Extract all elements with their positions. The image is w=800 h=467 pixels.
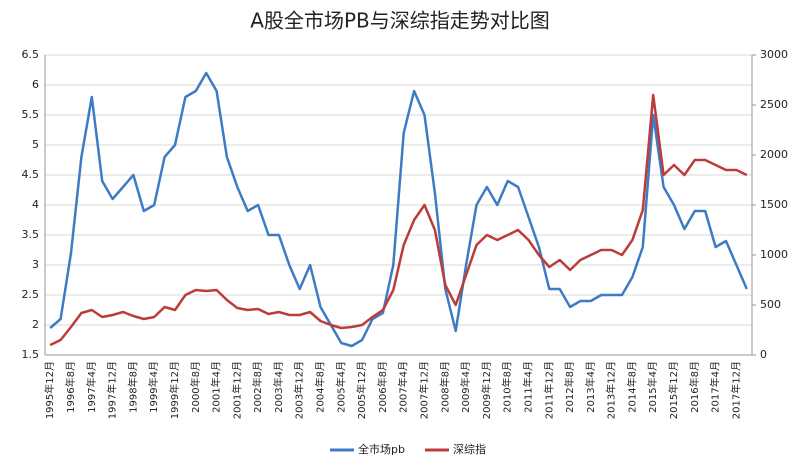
x-tick-label: 1997年4月 [85,361,98,413]
x-tick-label: 2012年8月 [563,361,576,413]
x-tick-label: 2005年4月 [334,361,347,413]
y-tick-label: 6 [32,78,39,91]
y-tick-label: 5.5 [22,108,40,121]
x-tick-label: 2009年4月 [459,361,472,413]
y-tick-label: 5 [32,138,39,151]
x-tick-label: 2013年12月 [605,361,618,419]
x-tick-label: 1997年12月 [106,361,119,419]
x-tick-label: 2011年12月 [542,361,555,419]
y2-tick-label: 2500 [760,98,788,111]
y2-tick-label: 2000 [760,148,788,161]
x-tick-label: 2001年12月 [230,361,243,419]
x-tick-label: 1998年8月 [126,361,139,413]
x-tick-label: 1995年12月 [43,361,56,419]
x-tick-label: 2003年4月 [272,361,285,413]
x-tick-label: 2004年8月 [314,361,327,413]
x-tick-label: 2016年8月 [688,361,701,413]
x-tick-label: 2002年8月 [251,361,264,413]
x-tick-label: 2010年8月 [501,361,514,413]
x-tick-label: 2003年12月 [293,361,306,419]
x-tick-label: 2015年12月 [667,361,680,419]
legend-label: 全市场pb [358,442,405,456]
x-tick-label: 2015年4月 [646,361,659,413]
y-tick-label: 3 [32,258,39,271]
x-tick-label: 2007年4月 [397,361,410,413]
y-tick-label: 2 [32,318,39,331]
y-tick-label: 4.5 [22,168,40,181]
x-tick-label: 1996年8月 [64,361,77,413]
x-tick-label: 2007年12月 [417,361,430,419]
y2-tick-label: 1000 [760,248,788,261]
x-tick-label: 1999年4月 [147,361,160,413]
y-tick-label: 6.5 [22,48,40,61]
x-tick-label: 2013年4月 [584,361,597,413]
y2-tick-label: 3000 [760,48,788,61]
series-line [49,93,748,347]
x-tick-label: 2006年8月 [376,361,389,413]
y2-tick-label: 1500 [760,198,788,211]
x-tick-label: 2000年8月 [189,361,202,413]
x-tick-label: 2008年8月 [438,361,451,413]
x-tick-label: 2017年12月 [729,361,742,419]
legend-label: 深综指 [453,442,486,456]
y-tick-label: 3.5 [22,228,40,241]
y2-tick-label: 500 [760,298,781,311]
x-tick-label: 2017年4月 [709,361,722,413]
x-tick-label: 2005年12月 [355,361,368,419]
x-tick-label: 2011年4月 [521,361,534,413]
y-tick-label: 2.5 [22,288,40,301]
x-tick-label: 2014年8月 [625,361,638,413]
y2-tick-label: 0 [760,348,767,361]
x-tick-label: 2009年12月 [480,361,493,419]
series-line [49,71,748,348]
chart-title: A股全市场PB与深综指走势对比图 [250,9,549,33]
x-tick-label: 2001年4月 [210,361,223,413]
y-tick-label: 4 [32,198,39,211]
x-tick-label: 1999年12月 [168,361,181,419]
y-tick-label: 1.5 [22,348,40,361]
